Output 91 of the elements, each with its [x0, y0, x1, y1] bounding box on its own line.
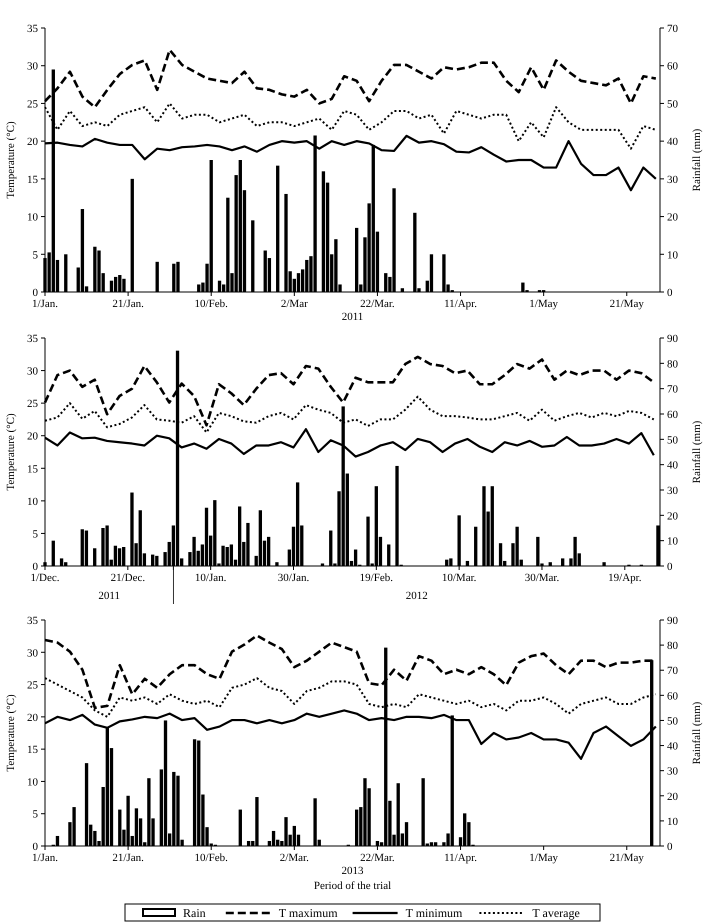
- y2-axis-title: Rainfall (mm): [691, 701, 703, 764]
- x-tick-label: 1/May: [529, 852, 558, 864]
- y-tick-label: 0: [32, 841, 38, 853]
- y-tick-label: 10: [27, 496, 38, 508]
- y2-tick-label: 0: [667, 287, 673, 299]
- y-tick-label: 10: [27, 776, 38, 788]
- legend-label: T average: [532, 906, 580, 920]
- y-tick-label: 0: [32, 561, 38, 573]
- x-tick-label: 21/May: [610, 852, 644, 864]
- y2-tick-label: 30: [667, 174, 678, 186]
- y-tick-label: 25: [27, 398, 38, 410]
- x-tick-label: 10/Feb.: [194, 298, 228, 310]
- x-tick-label: 21/Jan.: [112, 298, 144, 310]
- y2-tick-label: 70: [667, 665, 678, 678]
- y2-tick-label: 70: [667, 384, 678, 396]
- x-tick-label: 1/Dec.: [30, 572, 60, 584]
- y2-tick-label: 90: [667, 615, 678, 627]
- y2-tick-label: 30: [667, 485, 678, 497]
- y2-axis-title: Rainfall (mm): [691, 128, 703, 192]
- y-tick-label: 30: [27, 366, 38, 378]
- y2-tick-label: 50: [667, 434, 678, 446]
- y2-axis-title: Rainfall (mm): [691, 420, 703, 484]
- x-tick-label: 1/Jan.: [32, 298, 58, 310]
- y2-tick-label: 0: [667, 561, 673, 573]
- y2-tick-label: 20: [667, 790, 678, 803]
- y-tick-label: 25: [27, 98, 38, 110]
- x-tick-label: 21/May: [610, 298, 644, 310]
- x-tick-label: 1/Jan.: [32, 852, 58, 864]
- y2-tick-label: 10: [667, 536, 678, 548]
- y-axis-title: Temperature (°C): [5, 413, 17, 491]
- x-tick-label: 2/Mar: [280, 298, 308, 310]
- y-tick-label: 25: [27, 680, 38, 692]
- y2-tick-label: 0: [667, 841, 673, 853]
- y-tick-label: 5: [32, 528, 38, 540]
- y2-tick-label: 90: [667, 333, 678, 345]
- x-tick-label: 11/Apr.: [444, 852, 478, 864]
- text: 2012: [406, 590, 428, 602]
- y-tick-label: 35: [27, 333, 38, 345]
- x-tick-label: 21/Jan.: [112, 852, 144, 864]
- y-tick-label: 20: [27, 712, 38, 724]
- x-tick-label: 10/Mar.: [442, 572, 477, 584]
- x-tick-label: 10/Feb.: [194, 852, 228, 864]
- x-tick-label: 10/Jan.: [194, 572, 227, 584]
- x-tick-label: 22/Mar.: [360, 298, 395, 310]
- legend-label: Rain: [183, 906, 206, 920]
- y-tick-label: 5: [32, 249, 38, 262]
- x-tick-label: 19/Apr.: [608, 572, 642, 584]
- y-axis-title: Temperature (°C): [5, 694, 17, 772]
- y-tick-label: 30: [27, 647, 38, 660]
- x-axis-title: 2011: [342, 311, 364, 323]
- y2-tick-label: 70: [667, 23, 678, 35]
- y-tick-label: 5: [32, 808, 38, 821]
- y2-tick-label: 50: [667, 715, 678, 728]
- x-tick-label: 22/Mar.: [360, 852, 395, 864]
- y-tick-label: 35: [27, 23, 38, 35]
- y2-tick-label: 60: [667, 60, 678, 73]
- x-tick-label: 1/May: [529, 298, 558, 310]
- x-tick-label: 2/Mar.: [280, 852, 310, 864]
- y-tick-label: 20: [27, 430, 38, 443]
- y-tick-label: 15: [27, 174, 38, 186]
- y-tick-label: 15: [27, 463, 38, 476]
- x-axis-title: 2013: [342, 865, 364, 877]
- x-tick-label: 21/Dec.: [110, 572, 146, 584]
- y2-tick-label: 80: [667, 640, 678, 652]
- y-axis-title: Temperature (°C): [5, 121, 17, 199]
- x-tick-label: 11/Apr.: [444, 298, 478, 310]
- y2-tick-label: 50: [667, 98, 678, 110]
- y2-tick-label: 60: [667, 690, 678, 702]
- y2-tick-label: 20: [667, 510, 678, 522]
- y-tick-label: 10: [27, 212, 38, 224]
- y-tick-label: 15: [27, 744, 38, 756]
- y2-tick-label: 20: [667, 212, 678, 224]
- text: Period of the trial: [314, 880, 392, 892]
- y-tick-label: 20: [27, 136, 38, 148]
- y2-tick-label: 30: [667, 766, 678, 778]
- y2-tick-label: 40: [667, 460, 678, 472]
- y-tick-label: 0: [32, 287, 38, 299]
- y-tick-label: 30: [27, 60, 38, 73]
- y2-tick-label: 40: [667, 740, 678, 753]
- legend-label: T maximum: [278, 906, 338, 920]
- x-tick-label: 19/Feb.: [360, 572, 394, 584]
- y2-tick-label: 80: [667, 358, 678, 370]
- y-tick-label: 35: [27, 615, 38, 627]
- y2-tick-label: 60: [667, 409, 678, 421]
- y2-tick-label: 40: [667, 136, 678, 148]
- x-tick-label: 30/Mar.: [524, 572, 560, 584]
- y2-tick-label: 10: [667, 816, 678, 828]
- y2-tick-label: 10: [667, 249, 678, 262]
- legend-label: T minimum: [406, 906, 464, 920]
- x-tick-label: 30/Jan.: [278, 572, 310, 584]
- text: 2011: [98, 590, 120, 602]
